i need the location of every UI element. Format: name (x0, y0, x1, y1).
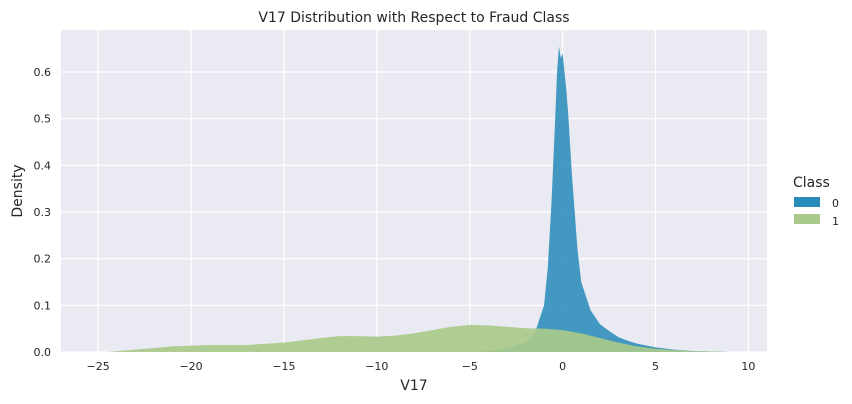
y-axis-ticks: 0.0 0.1 0.2 0.3 0.4 0.5 0.6 (34, 66, 52, 359)
y-axis-label: Density (10, 164, 26, 217)
x-tick-label: −20 (179, 360, 202, 373)
x-tick-label: 5 (652, 360, 659, 373)
x-tick-label: −25 (87, 360, 110, 373)
x-tick-label: 0 (559, 360, 566, 373)
y-tick-label: 0.1 (34, 299, 52, 312)
y-tick-label: 0.0 (34, 346, 52, 359)
x-axis-label: V17 (400, 378, 427, 394)
legend-label-0: 0 (832, 197, 839, 210)
density-areas (107, 46, 749, 352)
legend: Class 0 1 (793, 175, 839, 228)
chart-title: V17 Distribution with Respect to Fraud C… (258, 10, 569, 26)
y-tick-label: 0.2 (34, 253, 52, 266)
legend-label-1: 1 (832, 215, 839, 228)
x-tick-label: −5 (462, 360, 478, 373)
x-tick-label: 10 (741, 360, 755, 373)
x-tick-label: −15 (272, 360, 295, 373)
y-tick-label: 0.3 (34, 206, 52, 219)
legend-swatch-1 (794, 214, 820, 224)
legend-title: Class (793, 175, 830, 191)
y-tick-label: 0.5 (34, 113, 52, 126)
density-area-class-1 (107, 324, 730, 352)
legend-swatch-0 (794, 197, 820, 207)
y-tick-label: 0.4 (34, 159, 52, 172)
x-axis-ticks: −25 −20 −15 −10 −5 0 5 10 (87, 360, 756, 373)
y-tick-label: 0.6 (34, 66, 52, 79)
plot-background (61, 30, 767, 352)
x-tick-label: −10 (365, 360, 388, 373)
